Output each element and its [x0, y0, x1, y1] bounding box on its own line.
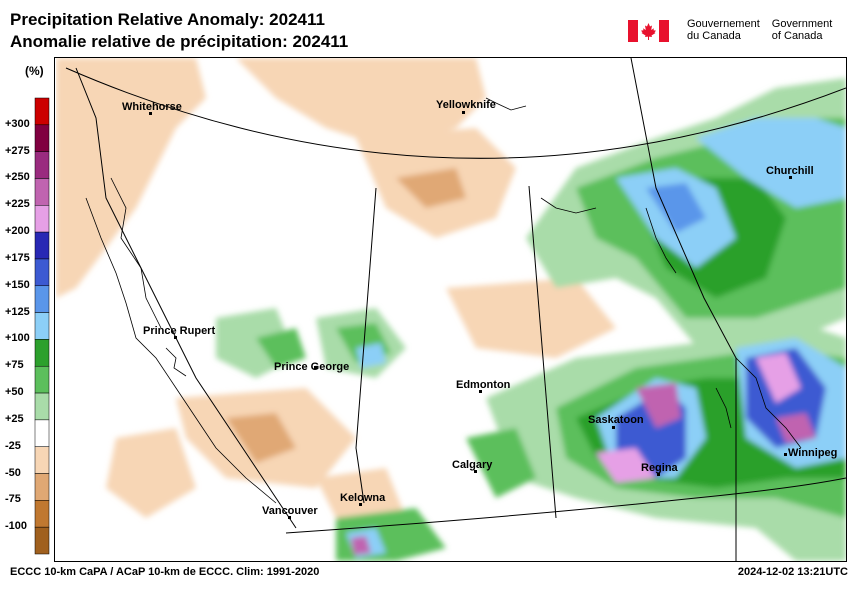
map-title-en: Precipitation Relative Anomaly: 202411 [10, 10, 325, 29]
city-markers: Whitehorse Yellowknife Churchill Prince … [122, 99, 837, 519]
map-title-fr: Anomalie relative de précipitation: 2024… [10, 32, 349, 51]
boundaries [65, 58, 846, 561]
legend-unit: (%) [25, 64, 44, 78]
anomaly-fill [56, 58, 846, 561]
legend-swatch [34, 205, 50, 233]
legend-tick-label: +225 [5, 198, 30, 211]
legend-tick-label: +300 [5, 117, 30, 130]
svg-text:Regina: Regina [641, 462, 679, 474]
svg-text:Saskatoon: Saskatoon [588, 414, 644, 426]
city-saskatoon: Saskatoon [588, 414, 644, 429]
legend-tick-label: +125 [5, 305, 30, 318]
city-regina: Regina [641, 462, 679, 476]
svg-text:Yellowknife: Yellowknife [436, 99, 496, 111]
legend-tick-label: +275 [5, 144, 30, 157]
svg-text:Calgary: Calgary [452, 459, 493, 471]
legend-tick-label: +100 [5, 332, 30, 345]
legend-swatch [34, 178, 50, 206]
svg-text:Edmonton: Edmonton [456, 379, 511, 391]
city-kelowna: Kelowna [340, 492, 386, 506]
legend-swatch [34, 258, 50, 287]
svg-text:Whitehorse: Whitehorse [122, 101, 182, 113]
city-prince-rupert: Prince Rupert [143, 325, 215, 339]
legend-tick-label: +150 [5, 278, 30, 291]
legend-swatch [34, 473, 50, 501]
legend-tick-label: -25 [5, 439, 21, 452]
legend-swatch [34, 124, 50, 152]
legend-swatch [34, 392, 50, 421]
legend-tick-label: +175 [5, 251, 30, 264]
legend-tick-label: -50 [5, 466, 21, 479]
legend-tick-label: +25 [5, 412, 24, 425]
legend-swatch [34, 97, 50, 126]
legend-swatch [34, 231, 50, 260]
svg-text:Vancouver: Vancouver [262, 505, 318, 517]
city-winnipeg: Winnipeg [784, 447, 837, 459]
city-vancouver: Vancouver [262, 505, 318, 519]
legend-tick-label: +75 [5, 359, 24, 372]
canada-flag-icon [628, 20, 669, 42]
svg-text:Winnipeg: Winnipeg [788, 447, 837, 459]
legend-color-bar [34, 97, 50, 555]
legend-tick-label: +250 [5, 171, 30, 184]
city-churchill: Churchill [766, 165, 814, 179]
legend-swatch [34, 419, 50, 447]
color-legend: (%) +300 +275 +250 +225 +200 +175 +150 +125 +100… [3, 57, 55, 562]
city-edmonton: Edmonton [456, 379, 511, 393]
legend-swatch [34, 312, 50, 340]
svg-text:Prince George: Prince George [274, 361, 349, 373]
legend-tick-label: +200 [5, 225, 30, 238]
legend-swatch [34, 151, 50, 179]
coastline-lakes [85, 97, 802, 504]
legend-swatch [34, 526, 50, 555]
legend-swatch [34, 446, 50, 474]
footer-source: ECCC 10-km CaPA / ACaP 10-km de ECCC. Cl… [10, 566, 320, 578]
government-fr-text: Gouvernement du Canada [687, 18, 760, 42]
city-prince-george: Prince George [274, 361, 349, 373]
city-yellowknife: Yellowknife [436, 99, 496, 114]
precipitation-anomaly-map: Whitehorse Yellowknife Churchill Prince … [56, 58, 846, 561]
legend-tick-label: -100 [5, 520, 28, 533]
svg-text:Kelowna: Kelowna [340, 492, 386, 504]
legend-swatch [34, 285, 50, 313]
legend-swatch [34, 500, 50, 528]
legend-tick-label: +50 [5, 386, 24, 399]
city-calgary: Calgary [452, 459, 493, 473]
legend-tick-label: -75 [5, 493, 21, 506]
government-en-text: Government of Canada [771, 18, 833, 42]
legend-swatch [34, 339, 50, 367]
city-whitehorse: Whitehorse [122, 101, 182, 115]
svg-text:Churchill: Churchill [766, 165, 814, 177]
government-of-canada-signature: Gouvernement du Canada Government of Can… [628, 18, 832, 44]
legend-swatch [34, 365, 50, 394]
svg-text:Prince Rupert: Prince Rupert [143, 325, 215, 337]
footer-timestamp: 2024-12-02 13:21UTC [737, 566, 848, 578]
